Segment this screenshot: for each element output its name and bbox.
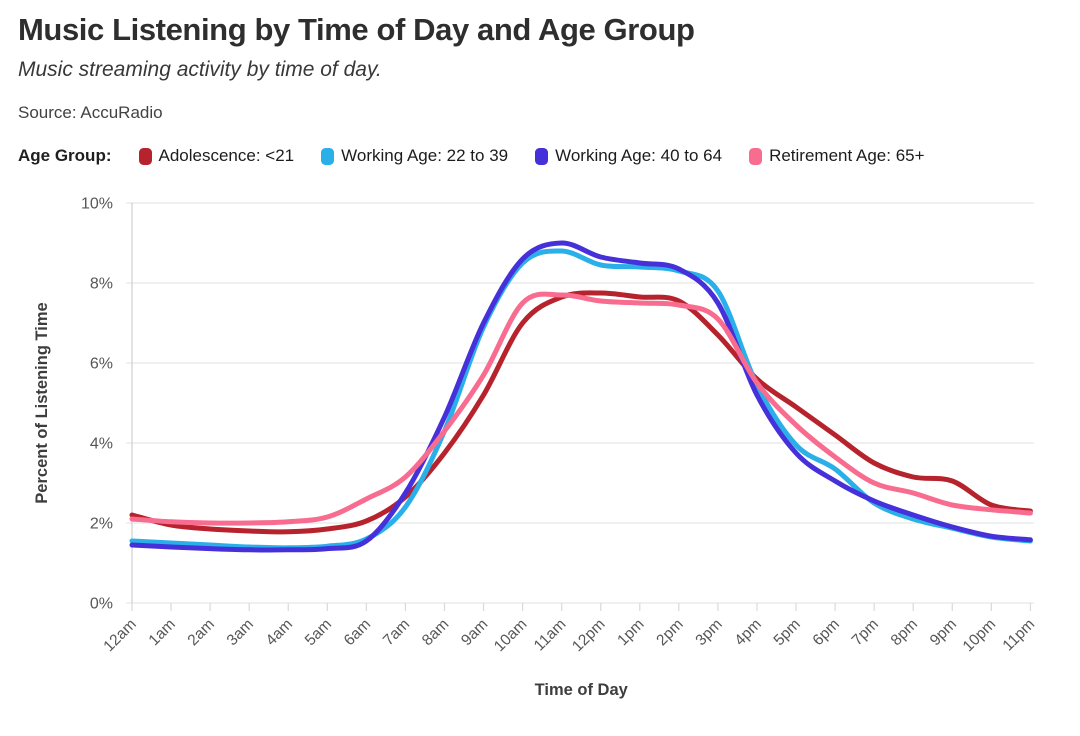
x-axis-title: Time of Day bbox=[535, 681, 629, 699]
legend-item-retirement-age-65[interactable]: Retirement Age: 65+ bbox=[749, 146, 925, 166]
x-tick-label: 9am bbox=[458, 616, 491, 649]
legend-swatch-icon bbox=[749, 147, 763, 165]
legend-item-label: Adolescence: <21 bbox=[158, 146, 295, 165]
series-line-working-age-40-to-64 bbox=[129, 240, 1033, 553]
y-tick-label: 2% bbox=[90, 516, 113, 533]
x-tick-label: 10am bbox=[491, 616, 530, 655]
y-tick-label: 4% bbox=[90, 436, 113, 453]
legend-item-label: Working Age: 22 to 39 bbox=[341, 146, 509, 165]
y-tick-label: 10% bbox=[81, 196, 113, 213]
x-tick-label: 8am bbox=[419, 616, 452, 649]
page-title: Music Listening by Time of Day and Age G… bbox=[18, 12, 695, 47]
x-tick-label: 4pm bbox=[731, 616, 764, 649]
x-tick-label: 3am bbox=[224, 616, 257, 649]
y-tick-label: 0% bbox=[90, 596, 113, 613]
x-tick-label: 5pm bbox=[771, 616, 804, 649]
x-tick-label: 2am bbox=[185, 616, 218, 649]
legend-swatch-icon bbox=[138, 147, 152, 165]
y-tick-label: 6% bbox=[90, 356, 113, 373]
source-note: Source: AccuRadio bbox=[18, 103, 163, 122]
x-tick-label: 9pm bbox=[927, 616, 960, 649]
x-tick-label: 12am bbox=[100, 616, 139, 655]
chart-subtitle: Music streaming activity by time of day. bbox=[18, 58, 382, 81]
x-tick-label: 11pm bbox=[1000, 616, 1039, 655]
x-tick-label: 4am bbox=[263, 616, 296, 649]
legend-item-label: Working Age: 40 to 64 bbox=[555, 146, 723, 165]
x-tick-label: 1pm bbox=[614, 616, 647, 649]
chart-area: 0% 2% 4% 6% 8% 10% 12am 1am 2am 3am 4am 5am 6am 7am 8a… bbox=[0, 190, 1080, 731]
line-chart-canvas: 0% 2% 4% 6% 8% 10% 12am 1am 2am 3am 4am 5am 6am 7am 8a… bbox=[33, 196, 1039, 700]
legend-swatch-icon bbox=[535, 147, 549, 165]
x-tick-label: 5am bbox=[302, 616, 335, 649]
legend-item-working-age-40-to-64[interactable]: Working Age: 40 to 64 bbox=[535, 146, 722, 166]
x-tick-label: 8pm bbox=[888, 616, 921, 649]
legend-item-label: Retirement Age: 65+ bbox=[769, 146, 925, 165]
legend: Age Group: Adolescence: <21 Working Age: … bbox=[18, 146, 1068, 166]
x-tick-label: 6pm bbox=[810, 616, 843, 649]
x-tick-label: 7pm bbox=[849, 616, 882, 649]
legend-item-adolescence-21[interactable]: Adolescence: <21 bbox=[138, 146, 295, 166]
series-line-adolescence-21 bbox=[129, 290, 1033, 535]
x-tick-label: 10pm bbox=[960, 616, 999, 655]
y-tick-label: 8% bbox=[90, 276, 113, 293]
y-axis-title: Percent of Listening Time bbox=[33, 302, 51, 503]
x-tick-label: 7am bbox=[380, 616, 413, 649]
legend-title: Age Group: bbox=[18, 146, 112, 165]
x-tick-label: 1am bbox=[146, 616, 179, 649]
x-tick-label: 2pm bbox=[653, 616, 686, 649]
legend-item-working-age-22-to-39[interactable]: Working Age: 22 to 39 bbox=[321, 146, 508, 166]
x-tick-label: 6am bbox=[341, 616, 374, 649]
x-tick-label: 11am bbox=[531, 616, 570, 655]
x-tick-label: 3pm bbox=[692, 616, 725, 649]
legend-swatch-icon bbox=[321, 147, 335, 165]
series-line-retirement-age-65 bbox=[129, 291, 1033, 526]
x-tick-label: 12pm bbox=[569, 616, 608, 655]
